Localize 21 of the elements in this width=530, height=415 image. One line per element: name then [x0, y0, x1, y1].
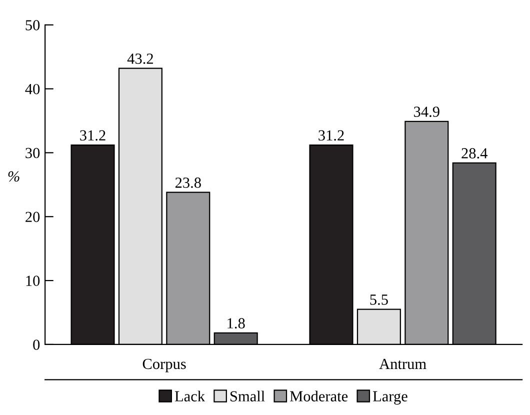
- y-axis-title: %: [8, 171, 20, 182]
- y-tick-label: 10: [26, 276, 40, 286]
- data-label: 34.9: [414, 106, 440, 117]
- data-label: 43.2: [127, 54, 153, 64]
- legend-label: Small: [230, 390, 265, 402]
- y-tick-label: 0: [33, 340, 40, 350]
- legend-label: Moderate: [290, 390, 348, 402]
- data-label: 1.8: [228, 318, 245, 329]
- data-label: 31.2: [318, 130, 344, 141]
- x-tick-label: Corpus: [142, 358, 186, 372]
- y-tick-label: 40: [25, 84, 40, 94]
- y-tick-label: 20: [26, 212, 40, 222]
- legend-label: Lack: [174, 390, 206, 402]
- y-tick-label: 30: [26, 148, 40, 158]
- y-tick-label: 50: [26, 20, 40, 30]
- data-label: 5.5: [370, 294, 388, 305]
- x-tick-label: Antrum: [379, 358, 426, 370]
- data-label: 31.2: [80, 130, 106, 141]
- legend-label: Large: [372, 391, 408, 405]
- data-label: 28.4: [462, 148, 488, 159]
- data-label: 23.8: [175, 178, 201, 188]
